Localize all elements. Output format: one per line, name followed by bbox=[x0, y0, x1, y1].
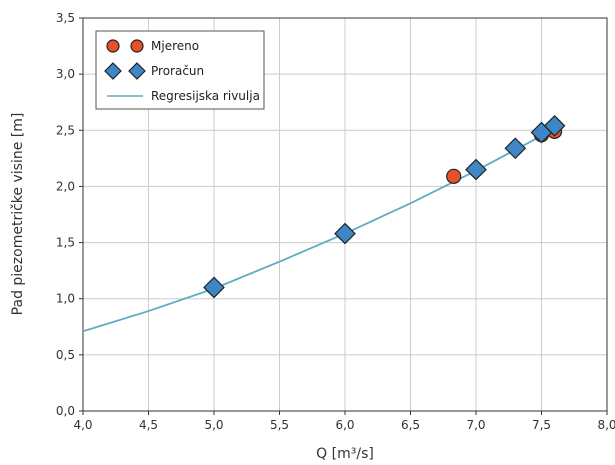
y-tick-label: 0,5 bbox=[56, 348, 75, 362]
x-tick-label: 8,0 bbox=[597, 418, 615, 432]
legend-label-measured: Mjereno bbox=[151, 39, 199, 53]
y-axis: 0,0 0,5 1,0 1,5 2,0 2,5 3,0 3,5 bbox=[56, 11, 83, 418]
x-tick-label: 6,5 bbox=[401, 418, 420, 432]
legend-label-regression: Regresijska rivulja bbox=[151, 89, 260, 103]
measured-point bbox=[446, 168, 462, 184]
computed-point bbox=[465, 158, 487, 181]
y-tick-label: 0,0 bbox=[56, 404, 75, 418]
legend-computed-symbol bbox=[128, 62, 146, 80]
legend-measured-symbol bbox=[130, 39, 144, 53]
legend-measured-symbols bbox=[106, 39, 144, 53]
x-tick-label: 5,5 bbox=[270, 418, 289, 432]
y-tick-label: 3,0 bbox=[56, 67, 75, 81]
computed-points bbox=[203, 114, 566, 299]
y-tick-label: 1,0 bbox=[56, 292, 75, 306]
y-tick-label: 1,5 bbox=[56, 236, 75, 250]
x-axis: 4,0 4,5 5,0 5,5 6,0 6,5 7,0 7,5 8,0 bbox=[73, 411, 615, 432]
legend-computed-symbol bbox=[104, 62, 122, 80]
x-tick-label: 6,0 bbox=[335, 418, 354, 432]
computed-point bbox=[334, 222, 356, 245]
x-axis-title: Q [m³/s] bbox=[316, 446, 374, 462]
y-tick-label: 2,0 bbox=[56, 179, 75, 193]
computed-point bbox=[543, 114, 566, 137]
legend-computed-symbols bbox=[104, 62, 146, 80]
x-tick-label: 7,0 bbox=[466, 418, 485, 432]
y-tick-label: 2,5 bbox=[56, 123, 75, 137]
computed-point bbox=[504, 137, 527, 160]
legend: Mjereno Proračun Regresijska rivulja bbox=[95, 30, 265, 110]
x-tick-label: 4,0 bbox=[73, 418, 92, 432]
legend-measured-symbol bbox=[106, 39, 120, 53]
y-axis-title: Pad piezometričke visine [m] bbox=[10, 113, 26, 316]
x-tick-label: 4,5 bbox=[139, 418, 158, 432]
y-tick-label: 3,5 bbox=[56, 11, 75, 25]
x-tick-label: 7,5 bbox=[532, 418, 551, 432]
computed-point bbox=[203, 276, 225, 299]
legend-label-computed: Proračun bbox=[151, 64, 204, 78]
x-tick-label: 5,0 bbox=[204, 418, 223, 432]
